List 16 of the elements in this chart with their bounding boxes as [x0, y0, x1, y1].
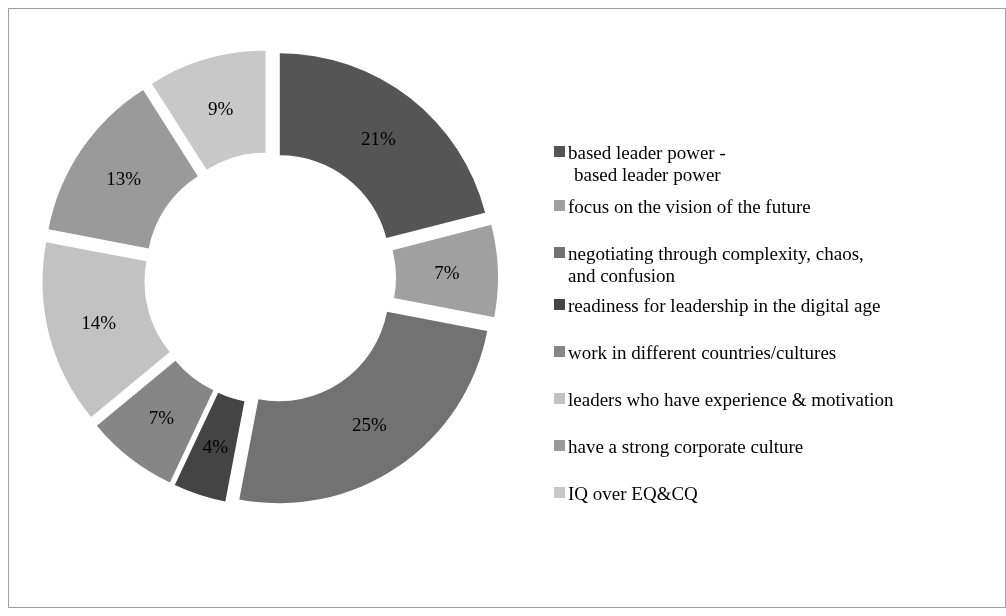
data-label: 7% [148, 407, 175, 429]
data-label: 25% [352, 413, 388, 435]
legend-label: readiness for leadership in the digital age [568, 294, 881, 316]
data-label: 14% [81, 311, 117, 333]
data-label: 9% [207, 97, 234, 119]
legend-label: IQ over EQ&CQ [568, 482, 699, 504]
legend-label: focus on the vision of the future [568, 195, 811, 217]
legend-label: have a strong corporate culture [568, 435, 804, 457]
data-label: 21% [361, 127, 397, 149]
data-label: 13% [106, 168, 142, 190]
legend-label: negotiating through complexity, chaos, and confusion [568, 242, 864, 286]
legend-label: based leader power - based leader power [568, 141, 726, 185]
data-label: 4% [202, 435, 229, 457]
data-label: 7% [434, 261, 460, 283]
legend-label: work in different countries/cultures [568, 341, 837, 363]
legend-label: leaders who have experience & motivation [568, 388, 895, 410]
